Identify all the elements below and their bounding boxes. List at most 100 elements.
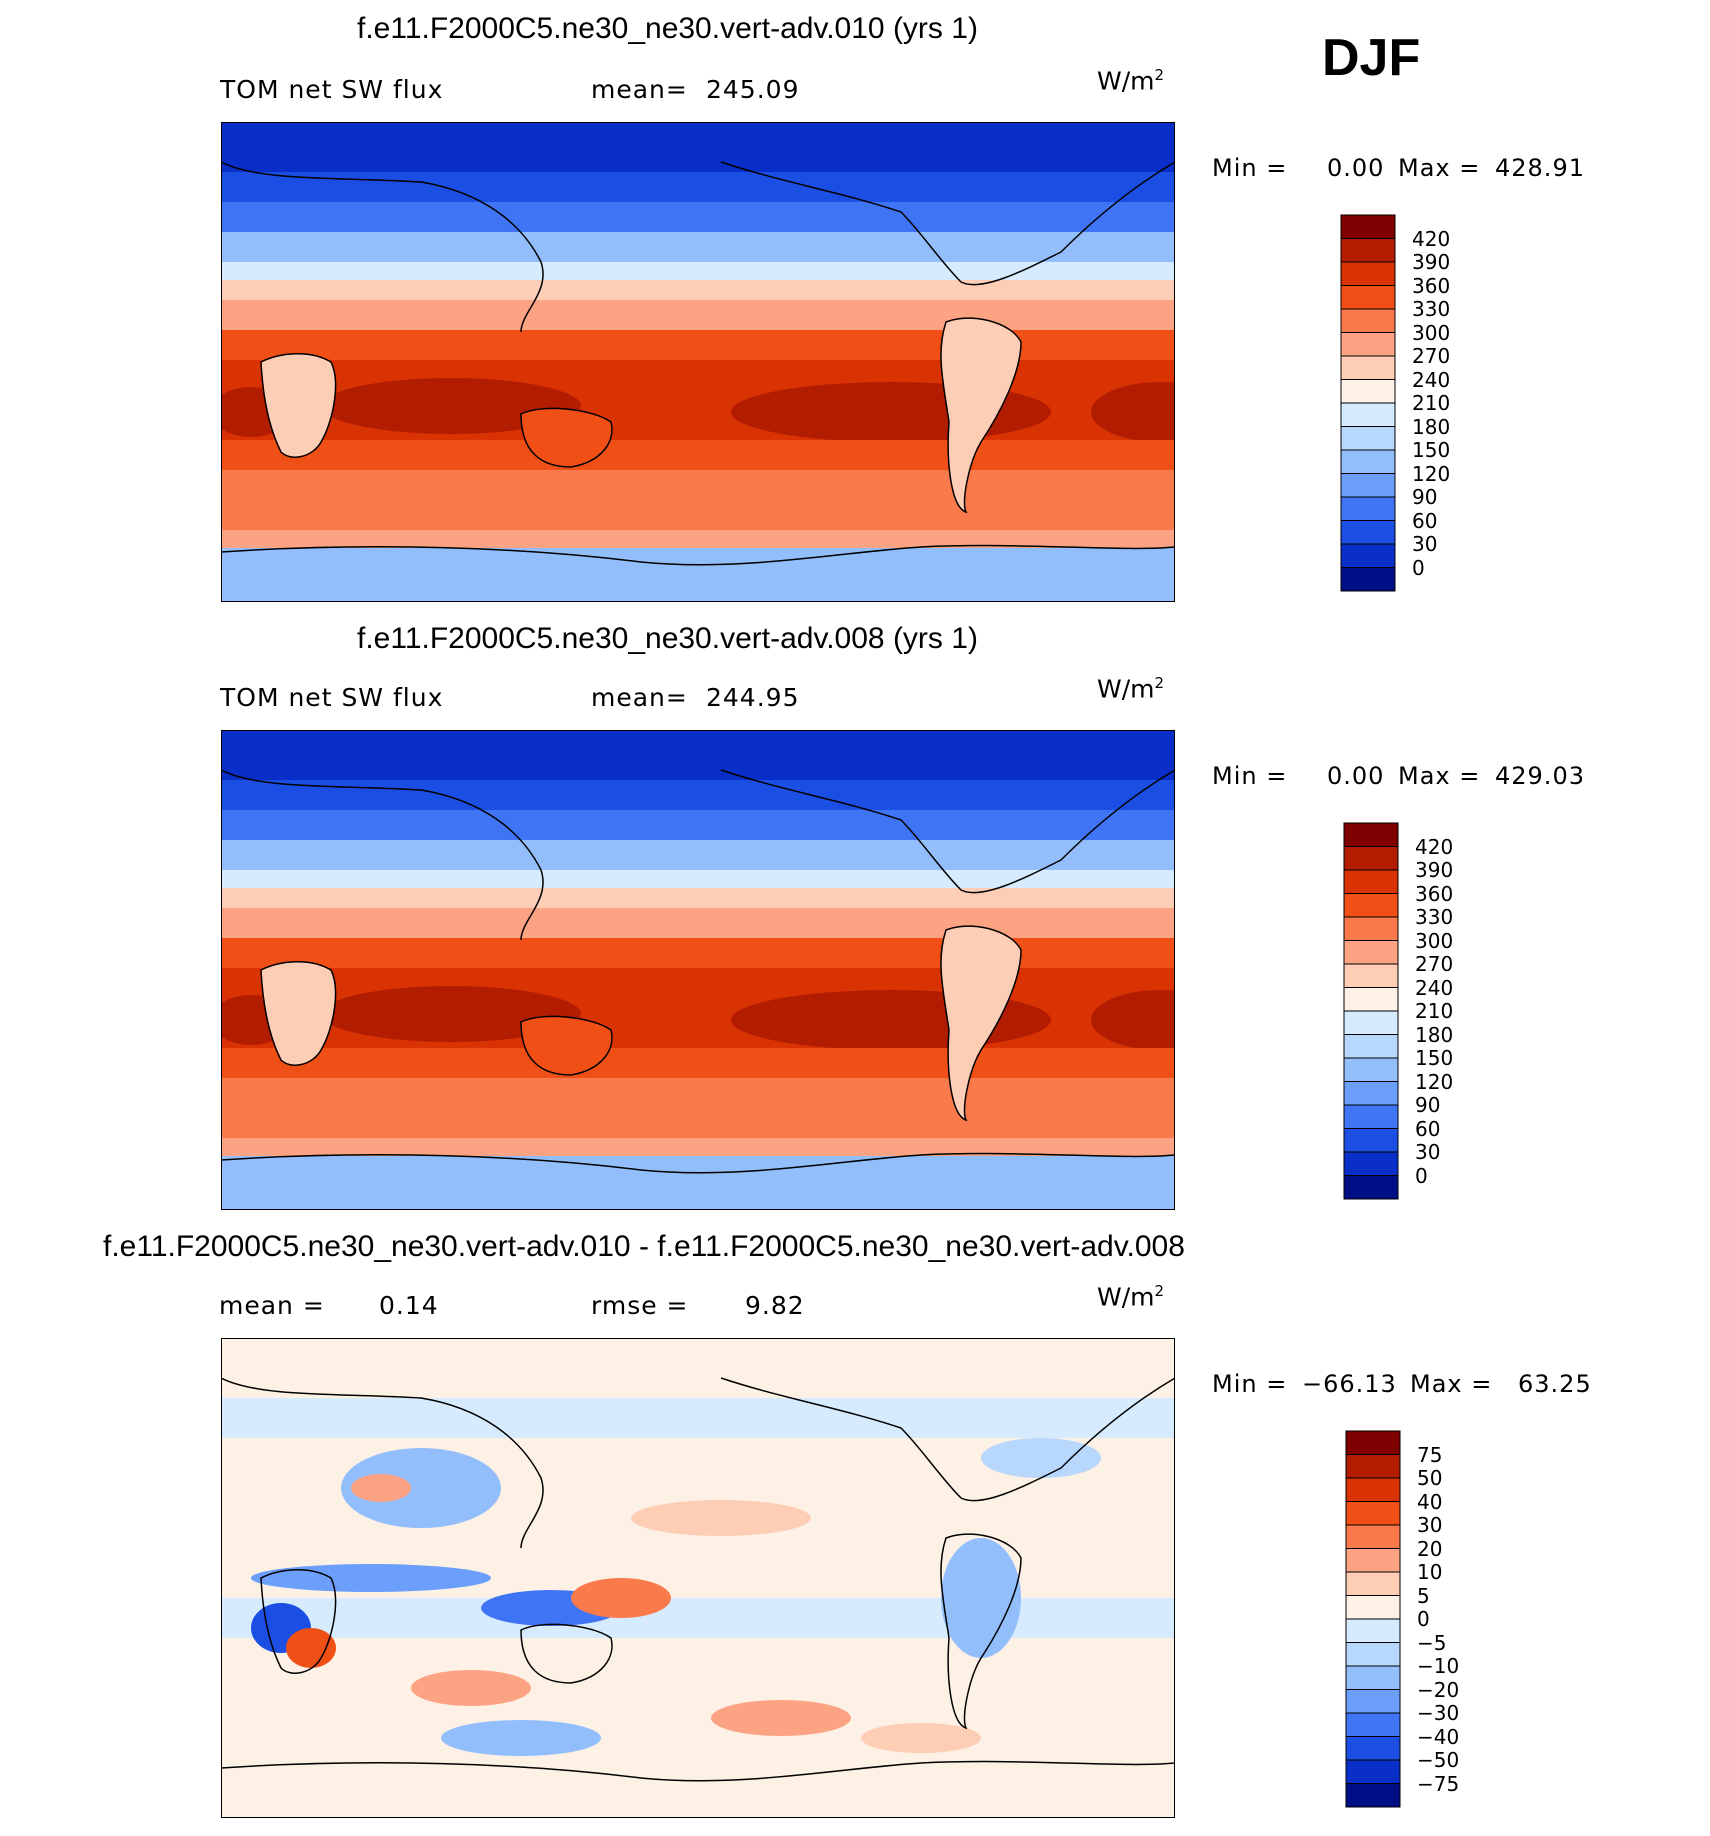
colorbar-tick-label: 30 bbox=[1417, 1513, 1443, 1537]
colorbar-tick-label: 210 bbox=[1412, 391, 1451, 415]
panel2-map bbox=[221, 730, 1175, 1210]
colorbar-swatch bbox=[1345, 1595, 1401, 1620]
colorbar-tick-label: −10 bbox=[1417, 1654, 1460, 1678]
panel1-variable: TOM net SW flux bbox=[220, 75, 444, 104]
colorbar-swatch bbox=[1340, 332, 1396, 357]
colorbar-swatch bbox=[1343, 1175, 1399, 1200]
colorbar-tick-label: −75 bbox=[1417, 1771, 1460, 1796]
colorbar-swatch bbox=[1340, 379, 1396, 404]
colorbar-swatch bbox=[1345, 1783, 1401, 1808]
panel2-title: f.e11.F2000C5.ne30_ne30.vert-adv.008 (yr… bbox=[357, 622, 978, 655]
panel3-rmse-value: 9.82 bbox=[745, 1291, 805, 1320]
colorbar-tick-label: 240 bbox=[1412, 367, 1451, 392]
colorbar-tick-label: 420 bbox=[1412, 226, 1451, 251]
colorbar-tick-label: 10 bbox=[1417, 1560, 1443, 1584]
colorbar-swatch bbox=[1343, 1010, 1399, 1035]
colorbar-tick-label: 120 bbox=[1412, 461, 1451, 486]
colorbar-swatch bbox=[1340, 473, 1396, 498]
colorbar-swatch bbox=[1340, 567, 1396, 592]
colorbar-swatch bbox=[1345, 1759, 1401, 1784]
panel3-units: W/m2 bbox=[1097, 1282, 1165, 1312]
panel1-max-label: Max = bbox=[1398, 154, 1481, 182]
colorbar-tick-label: 5 bbox=[1417, 1583, 1430, 1608]
colorbar-swatch bbox=[1340, 402, 1396, 427]
colorbar-tick-label: 420 bbox=[1415, 834, 1454, 859]
colorbar-tick-label: 20 bbox=[1417, 1536, 1443, 1561]
panel3-max-label: Max = bbox=[1410, 1370, 1493, 1398]
colorbar-swatch bbox=[1345, 1571, 1401, 1596]
colorbar-swatch bbox=[1343, 916, 1399, 941]
panel1-units: W/m2 bbox=[1097, 66, 1165, 96]
colorbar-tick-label: −50 bbox=[1417, 1748, 1460, 1772]
panel2-min-value: 0.00 bbox=[1327, 762, 1385, 790]
colorbar-swatch bbox=[1340, 214, 1396, 239]
panel2-colorbar bbox=[1343, 822, 1399, 1200]
colorbar-tick-label: −40 bbox=[1417, 1724, 1460, 1749]
colorbar-swatch bbox=[1345, 1665, 1401, 1690]
colorbar-tick-label: 180 bbox=[1415, 1022, 1454, 1047]
colorbar-tick-label: 0 bbox=[1417, 1607, 1430, 1631]
colorbar-tick-label: 330 bbox=[1415, 905, 1454, 929]
panel2-min-label: Min = bbox=[1212, 762, 1288, 790]
colorbar-tick-label: 90 bbox=[1415, 1093, 1441, 1117]
panel1-colorbar bbox=[1340, 214, 1396, 592]
panel2-mean-value: 244.95 bbox=[706, 683, 800, 712]
panel1-min-value: 0.00 bbox=[1327, 154, 1385, 182]
colorbar-swatch bbox=[1340, 496, 1396, 521]
colorbar-tick-label: 75 bbox=[1417, 1442, 1443, 1467]
panel2-mean-label: mean= bbox=[591, 683, 688, 712]
colorbar-swatch bbox=[1340, 238, 1396, 263]
colorbar-tick-label: 360 bbox=[1412, 273, 1451, 298]
colorbar-swatch bbox=[1345, 1712, 1401, 1737]
colorbar-swatch bbox=[1345, 1618, 1401, 1643]
panel3-min-label: Min = bbox=[1212, 1370, 1288, 1398]
colorbar-swatch bbox=[1340, 543, 1396, 568]
colorbar-tick-label: 30 bbox=[1415, 1140, 1441, 1164]
colorbar-swatch bbox=[1345, 1736, 1401, 1761]
colorbar-tick-label: 180 bbox=[1412, 414, 1451, 439]
panel3-max-value: 63.25 bbox=[1518, 1370, 1592, 1398]
colorbar-swatch bbox=[1345, 1477, 1401, 1502]
colorbar-swatch bbox=[1345, 1689, 1401, 1714]
panel1-mean-label: mean= bbox=[591, 75, 688, 104]
colorbar-swatch bbox=[1343, 1128, 1399, 1153]
colorbar-swatch bbox=[1343, 940, 1399, 965]
colorbar-tick-label: 210 bbox=[1415, 999, 1454, 1023]
colorbar-tick-label: 50 bbox=[1417, 1466, 1443, 1490]
panel3-map bbox=[221, 1338, 1175, 1818]
colorbar-tick-label: 300 bbox=[1415, 928, 1454, 953]
colorbar-swatch bbox=[1343, 869, 1399, 894]
panel3-title: f.e11.F2000C5.ne30_ne30.vert-adv.010 - f… bbox=[103, 1230, 1185, 1263]
colorbar-tick-label: −20 bbox=[1417, 1677, 1460, 1702]
colorbar-tick-label: 60 bbox=[1415, 1116, 1441, 1141]
panel1-title: f.e11.F2000C5.ne30_ne30.vert-adv.010 (yr… bbox=[357, 12, 978, 45]
colorbar-tick-label: 300 bbox=[1412, 320, 1451, 345]
colorbar-swatch bbox=[1345, 1524, 1401, 1549]
colorbar-tick-label: 390 bbox=[1415, 858, 1454, 882]
colorbar-swatch bbox=[1340, 261, 1396, 286]
colorbar-tick-label: 0 bbox=[1412, 555, 1425, 580]
panel1-map bbox=[221, 122, 1175, 602]
panel1-mean-value: 245.09 bbox=[706, 75, 800, 104]
colorbar-tick-label: 120 bbox=[1415, 1069, 1454, 1094]
colorbar-swatch bbox=[1340, 285, 1396, 310]
colorbar-swatch bbox=[1343, 846, 1399, 871]
colorbar-tick-label: 30 bbox=[1412, 532, 1438, 556]
colorbar-swatch bbox=[1343, 893, 1399, 918]
colorbar-swatch bbox=[1343, 963, 1399, 988]
colorbar-swatch bbox=[1340, 308, 1396, 333]
colorbar-tick-label: 390 bbox=[1412, 250, 1451, 274]
colorbar-tick-label: 0 bbox=[1415, 1163, 1428, 1188]
panel2-max-value: 429.03 bbox=[1495, 762, 1585, 790]
colorbar-tick-label: 240 bbox=[1415, 975, 1454, 1000]
panel2-variable: TOM net SW flux bbox=[220, 683, 444, 712]
panel3-min-value: −66.13 bbox=[1302, 1370, 1397, 1398]
colorbar-tick-label: 360 bbox=[1415, 881, 1454, 906]
colorbar-swatch bbox=[1343, 1034, 1399, 1059]
colorbar-swatch bbox=[1345, 1501, 1401, 1526]
colorbar-tick-label: 40 bbox=[1417, 1489, 1443, 1514]
panel1-max-value: 428.91 bbox=[1495, 154, 1585, 182]
panel2-max-label: Max = bbox=[1398, 762, 1481, 790]
colorbar-tick-label: 330 bbox=[1412, 297, 1451, 321]
colorbar-swatch bbox=[1340, 520, 1396, 545]
